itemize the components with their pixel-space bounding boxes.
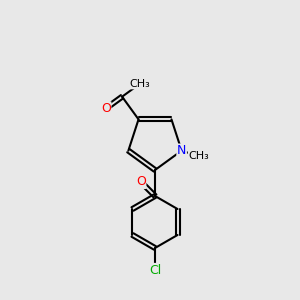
Text: N: N — [177, 144, 186, 157]
Text: O: O — [136, 176, 146, 188]
Text: Cl: Cl — [149, 263, 161, 277]
Text: CH₃: CH₃ — [130, 79, 150, 89]
Text: CH₃: CH₃ — [188, 151, 209, 161]
Text: O: O — [101, 102, 111, 115]
